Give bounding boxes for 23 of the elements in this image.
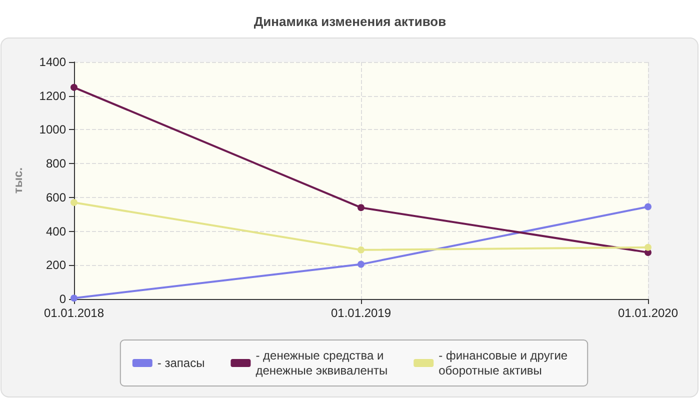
- y-tick-label: 400: [46, 224, 66, 238]
- y-tick-label: 200: [46, 258, 66, 272]
- y-tick-label: 600: [46, 190, 66, 204]
- legend-label: - запасы: [157, 356, 205, 370]
- chart-title: Динамика изменения активов: [254, 14, 446, 29]
- point: [358, 246, 364, 254]
- legend-label: - финансовые и другие оборотные активы: [438, 348, 568, 378]
- y-axis-title: тыс.: [11, 167, 25, 194]
- point: [70, 84, 78, 91]
- legend-label: - денежные средства и денежные эквиваленты: [256, 348, 388, 378]
- point: [644, 244, 652, 251]
- point: [70, 199, 78, 206]
- y-tick-label: 0: [59, 292, 66, 306]
- y-tick-label: 1200: [39, 88, 66, 103]
- y-tick-label: 800: [46, 156, 66, 171]
- x-tick-label: 01.01.2019: [330, 306, 392, 320]
- y-tick-label: 1000: [39, 122, 66, 137]
- point: [644, 203, 652, 210]
- x-tick-label: 01.01.2018: [44, 306, 104, 320]
- point: [358, 260, 364, 268]
- y-tick-label: 1400: [39, 55, 66, 69]
- x-tick-label: 01.01.2020: [618, 306, 678, 320]
- point: [358, 204, 364, 212]
